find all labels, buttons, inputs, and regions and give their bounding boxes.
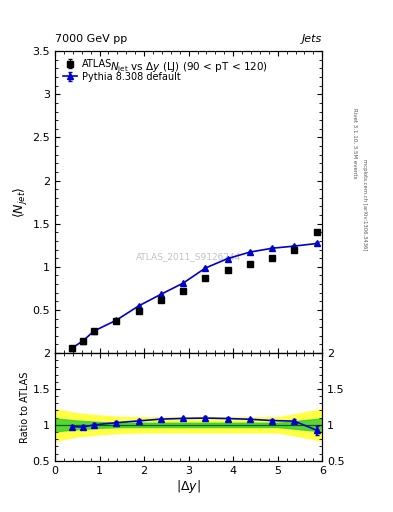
Legend: ATLAS, Pythia 8.308 default: ATLAS, Pythia 8.308 default: [60, 56, 184, 85]
Text: 7000 GeV pp: 7000 GeV pp: [55, 33, 127, 44]
Text: Rivet 3.1.10, 3.5M events: Rivet 3.1.10, 3.5M events: [352, 108, 357, 179]
Text: $N_\mathrm{jet}$ vs $\Delta y$ (LJ) (90 < pT < 120): $N_\mathrm{jet}$ vs $\Delta y$ (LJ) (90 …: [110, 60, 268, 75]
X-axis label: $|\Delta y|$: $|\Delta y|$: [176, 478, 201, 496]
Text: Jets: Jets: [302, 33, 322, 44]
Text: mcplots.cern.ch [arXiv:1306.3436]: mcplots.cern.ch [arXiv:1306.3436]: [362, 159, 367, 250]
Text: ATLAS_2011_S9126244: ATLAS_2011_S9126244: [136, 252, 241, 261]
Y-axis label: $\langle N_{jet}\rangle$: $\langle N_{jet}\rangle$: [12, 186, 29, 218]
Y-axis label: Ratio to ATLAS: Ratio to ATLAS: [20, 371, 30, 442]
